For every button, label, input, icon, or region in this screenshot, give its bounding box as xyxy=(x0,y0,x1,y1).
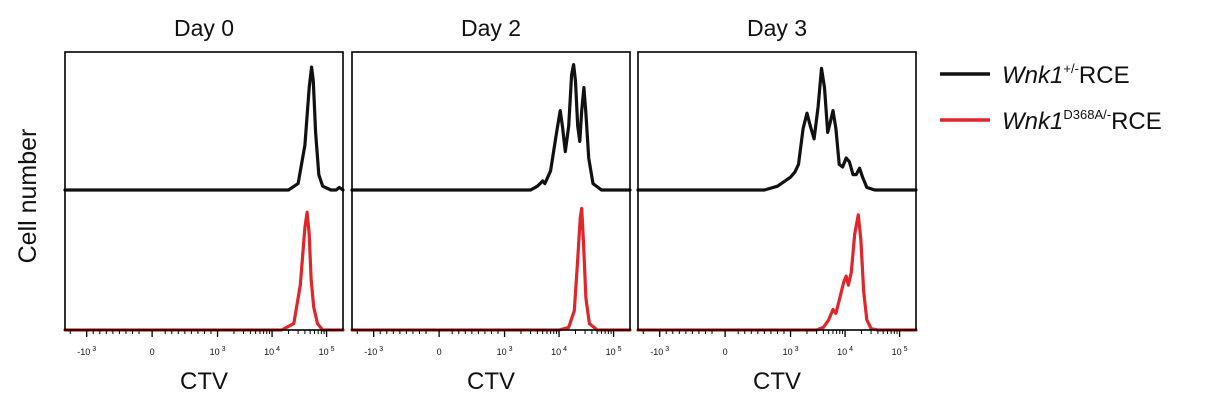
x-tick-label: 10 5 xyxy=(606,346,622,357)
x-tick-label: -10 3 xyxy=(650,346,669,357)
x-tick-label: 10 5 xyxy=(319,346,335,357)
x-tick-label: 0 xyxy=(437,347,442,357)
series-line-wnk1-d368a xyxy=(63,210,345,332)
panel-1: Day 0 -10 3 0 10 3 10 4 10 5 CTV xyxy=(63,15,345,395)
x-tick-label: 10 3 xyxy=(210,346,226,357)
x-tick-label: 10 4 xyxy=(551,346,567,357)
panel-3: Day 3 -10 3 0 10 3 10 4 10 5 CTV xyxy=(636,15,918,395)
x-tick-label: 0 xyxy=(723,347,728,357)
x-axis-label: CTV xyxy=(180,368,228,395)
x-tick-label: -10 3 xyxy=(77,346,96,357)
x-tick-label: 10 3 xyxy=(783,346,799,357)
x-axis-label: CTV xyxy=(753,368,801,395)
panel-title: Day 3 xyxy=(747,15,807,41)
panels: Day 0 -10 3 0 10 3 10 4 10 5 CTV Day 2 -10 3 0 10 … xyxy=(63,15,918,395)
panel-title: Day 0 xyxy=(174,15,234,41)
legend-item: Wnk1+/-RCE xyxy=(940,61,1130,89)
x-axis-label: CTV xyxy=(467,368,515,395)
legend-label: Wnk1+/-RCE xyxy=(1002,61,1130,89)
legend: Wnk1+/-RCE Wnk1D368A/-RCE xyxy=(940,61,1162,135)
series-line-wnk1-d368a xyxy=(636,213,918,332)
x-tick-label: 10 4 xyxy=(837,346,853,357)
x-tick-label: -10 3 xyxy=(364,346,383,357)
series-line-wnk1-het xyxy=(350,62,632,192)
x-tick-label: 10 5 xyxy=(892,346,908,357)
legend-label: Wnk1D368A/-RCE xyxy=(1002,107,1162,135)
series-line-wnk1-het xyxy=(636,66,918,192)
x-tick-label: 10 3 xyxy=(497,346,513,357)
panel-title: Day 2 xyxy=(461,15,521,41)
series-line-wnk1-d368a xyxy=(350,206,632,332)
x-tick-label: 10 4 xyxy=(264,346,280,357)
panel-2: Day 2 -10 3 0 10 3 10 4 10 5 CTV xyxy=(350,15,632,395)
y-axis-label: Cell number xyxy=(14,129,42,264)
series-line-wnk1-het xyxy=(63,65,345,192)
legend-item: Wnk1D368A/-RCE xyxy=(940,107,1162,135)
x-tick-label: 0 xyxy=(150,347,155,357)
